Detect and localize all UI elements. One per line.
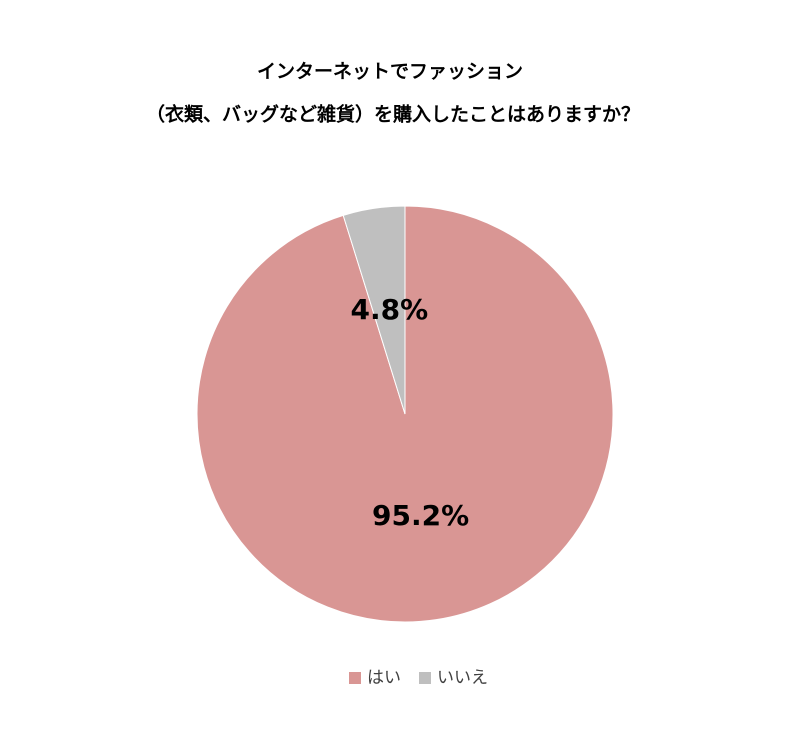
data-label: 4.8% xyxy=(351,293,429,326)
pie-slice xyxy=(342,205,406,415)
chart-title: インターネットでファッション xyxy=(257,61,523,83)
legend-label: いいえ xyxy=(437,668,488,688)
data-label: 95.2% xyxy=(372,499,469,532)
legend-label: はい xyxy=(367,668,401,688)
legend-swatch xyxy=(419,672,431,684)
legend-swatch xyxy=(349,672,361,684)
chart-title: （衣類、バッグなど雑貨）を購入したことはありますか？ xyxy=(146,103,640,126)
